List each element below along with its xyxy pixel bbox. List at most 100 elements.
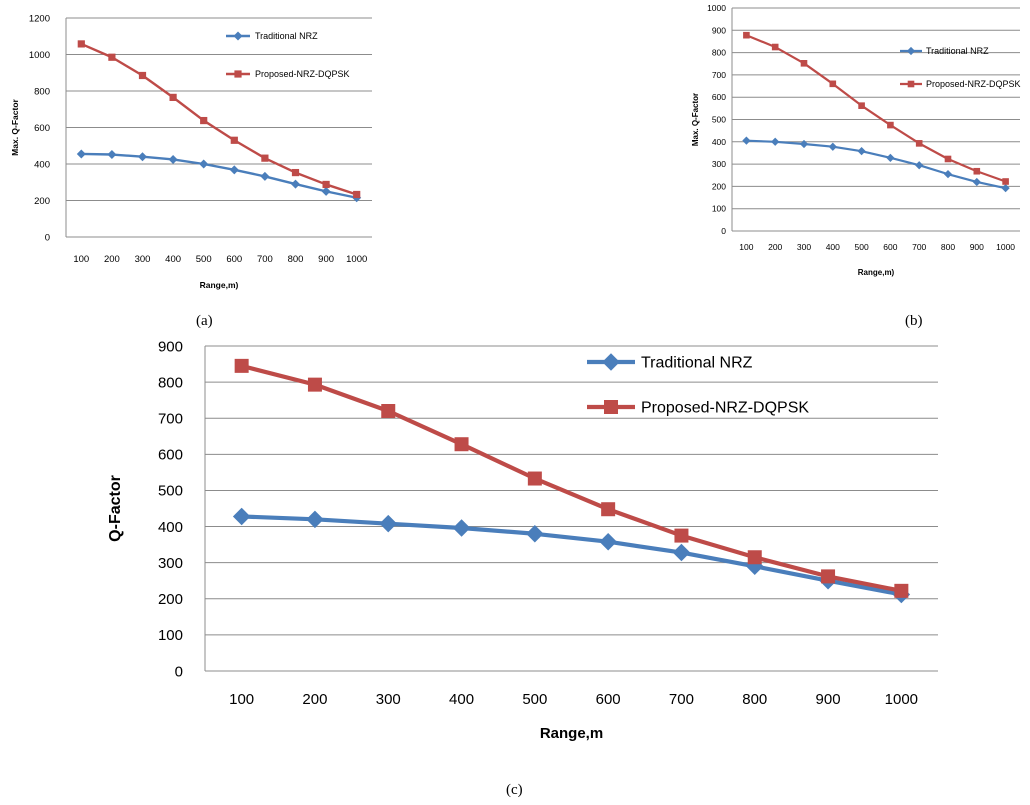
x-tick-label: 400 [449,691,474,708]
y-tick-label: 200 [34,196,50,207]
x-tick-label: 600 [596,691,621,708]
data-point [291,168,300,177]
data-point [943,170,953,179]
legend-marker [907,80,915,88]
series-proposed [77,40,361,199]
legend: Traditional NRZ Proposed-NRZ-DQPSK [226,31,350,79]
x-tick-label: 100 [739,242,753,252]
x-tick-label: 700 [669,691,694,708]
x-tick-label: 800 [941,242,955,252]
legend-item: Proposed-NRZ-DQPSK [900,79,1021,89]
data-point [260,171,270,181]
legend-marker [604,400,618,414]
x-tick-label: 1000 [996,242,1015,252]
series-line [745,34,1006,183]
y-tick-label: 600 [158,447,183,464]
x-tick-label: 300 [135,254,151,265]
x-tick-label: 900 [318,254,334,265]
y-tick-label: 1000 [29,50,50,61]
data-point [894,583,909,598]
data-point [973,167,981,175]
gridlines [205,345,938,672]
data-point [799,139,809,149]
y-axis-label: Max. Q-Factor [691,93,700,146]
legend-marker [906,46,916,56]
x-tick-label: 100 [73,254,89,265]
y-tick-label: 400 [712,137,726,147]
caption-a: (a) [196,313,213,329]
x-tick-label: 400 [826,242,840,252]
x-tick-label: 200 [104,254,120,265]
data-point [168,154,178,164]
y-tick-label: 900 [712,25,726,35]
legend-label: Traditional NRZ [926,46,989,56]
chart-c: 0 100 200 300 400 500 600 700 800 900 100 200 300 400… [107,338,938,742]
data-point [821,569,836,584]
x-tick-label: 400 [165,254,181,265]
data-point [77,40,85,48]
chart-panel-a: 0 200 400 600 800 1000 1200 100 200 300 400 500 600 7… [0,0,380,300]
gridlines [66,17,372,238]
y-tick-label: 700 [712,70,726,80]
data-point [454,437,469,452]
y-tick-label: 0 [45,232,50,243]
legend-marker [233,31,243,41]
y-tick-label: 1000 [707,3,726,13]
x-tick-label: 500 [196,254,212,265]
data-point [229,165,239,175]
data-point [771,137,780,146]
data-point [230,136,238,144]
legend-marker [602,353,620,371]
chart-panel-c: 0 100 200 300 400 500 600 700 800 900 100 200 300 400… [95,320,965,780]
legend-label: Traditional NRZ [255,31,318,41]
data-point [972,177,981,187]
series-line [81,152,357,199]
x-tick-label: 100 [229,691,254,708]
x-tick-label: 500 [855,242,869,252]
x-tick-label: 700 [257,254,273,265]
x-tick-labels: 100 200 300 400 500 600 700 800 900 1000 [739,242,1015,252]
data-point [307,377,322,392]
y-tick-label: 100 [712,204,726,214]
x-tick-label: 900 [816,691,841,708]
y-tick-label: 1200 [29,13,50,24]
y-tick-labels: 0 100 200 300 400 500 600 700 800 900 1000 [707,3,726,236]
y-tick-label: 200 [158,591,183,608]
y-tick-label: 300 [158,555,183,572]
y-tick-label: 200 [712,181,726,191]
y-axis-label: Max. Q-Factor [10,98,20,155]
x-tick-label: 200 [302,691,327,708]
data-point [828,142,837,151]
data-point [76,149,86,159]
y-tick-label: 800 [34,86,50,97]
series-traditional [76,149,362,203]
data-point [107,150,117,160]
data-point [944,155,952,163]
y-tick-label: 300 [712,159,726,169]
data-point [743,31,750,39]
data-point [291,179,300,189]
y-tick-label: 500 [158,483,183,500]
y-tick-label: 0 [175,663,183,680]
caption-b: (b) [905,313,923,329]
data-point [138,71,147,80]
data-point [108,53,116,61]
data-point [800,60,808,67]
series-line [241,363,902,593]
x-axis-label: Range,m [540,725,603,742]
data-point [322,180,330,189]
y-tick-label: 100 [158,627,183,644]
legend-item: Proposed-NRZ-DQPSK [226,69,350,79]
data-point [599,532,617,551]
data-point [232,507,251,526]
x-tick-label: 600 [883,242,897,252]
y-tick-label: 600 [34,123,50,134]
data-point [886,153,895,162]
data-point [674,528,689,543]
y-tick-labels: 0 100 200 300 400 500 600 700 800 900 [158,338,183,680]
y-tick-label: 900 [158,338,183,355]
legend-marker [234,70,242,78]
x-axis-label: Range,m) [200,280,239,290]
y-axis-label: Q-Factor [107,475,124,542]
data-point [857,147,866,156]
